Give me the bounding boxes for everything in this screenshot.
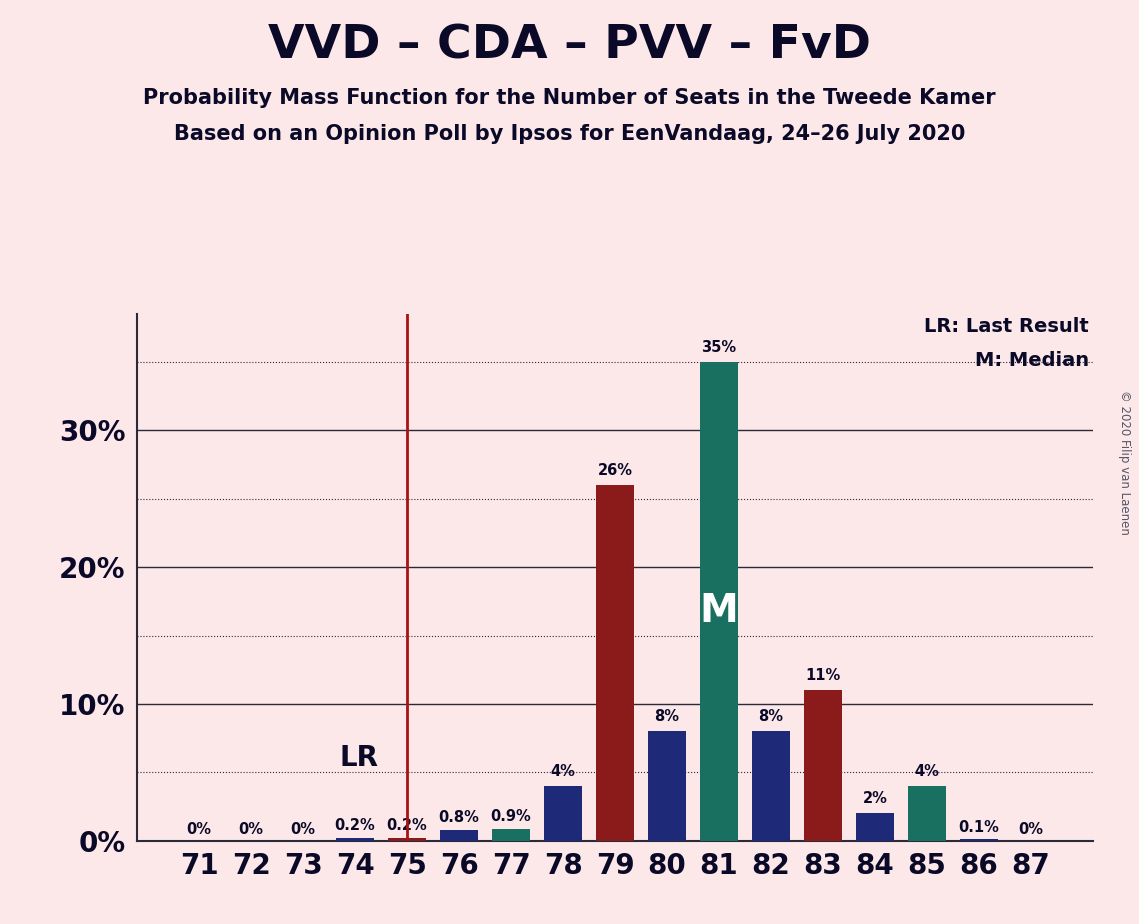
Bar [544,786,582,841]
Text: 4%: 4% [915,763,940,779]
Text: M: M [699,592,738,630]
Text: 4%: 4% [550,763,575,779]
Text: © 2020 Filip van Laenen: © 2020 Filip van Laenen [1118,390,1131,534]
Text: 0%: 0% [1018,821,1043,837]
Text: M: Median: M: Median [975,351,1089,370]
Bar [700,362,738,841]
Text: 0%: 0% [290,821,316,837]
Bar [597,485,633,841]
Text: 8%: 8% [759,709,784,723]
Text: 0.8%: 0.8% [439,810,480,825]
Text: 0.1%: 0.1% [959,820,1000,834]
Bar [492,829,530,841]
Bar [857,813,894,841]
Bar [908,786,945,841]
Bar [336,838,374,841]
Text: Based on an Opinion Poll by Ipsos for EenVandaag, 24–26 July 2020: Based on an Opinion Poll by Ipsos for Ee… [174,124,965,144]
Text: 0.2%: 0.2% [387,819,427,833]
Text: 35%: 35% [702,339,737,355]
Bar [804,690,842,841]
Bar [753,732,789,841]
Text: Probability Mass Function for the Number of Seats in the Tweede Kamer: Probability Mass Function for the Number… [144,88,995,108]
Bar [648,732,686,841]
Bar [960,840,998,841]
Text: LR: Last Result: LR: Last Result [924,317,1089,335]
Text: 0.9%: 0.9% [491,808,532,823]
Text: 0%: 0% [187,821,212,837]
Text: LR: LR [339,745,378,772]
Text: 2%: 2% [862,791,887,806]
Text: 8%: 8% [655,709,680,723]
Text: 11%: 11% [805,668,841,683]
Text: 26%: 26% [598,463,632,478]
Bar [388,838,426,841]
Text: VVD – CDA – PVV – FvD: VVD – CDA – PVV – FvD [268,23,871,68]
Bar [441,830,477,841]
Text: 0%: 0% [238,821,263,837]
Text: 0.2%: 0.2% [335,819,376,833]
